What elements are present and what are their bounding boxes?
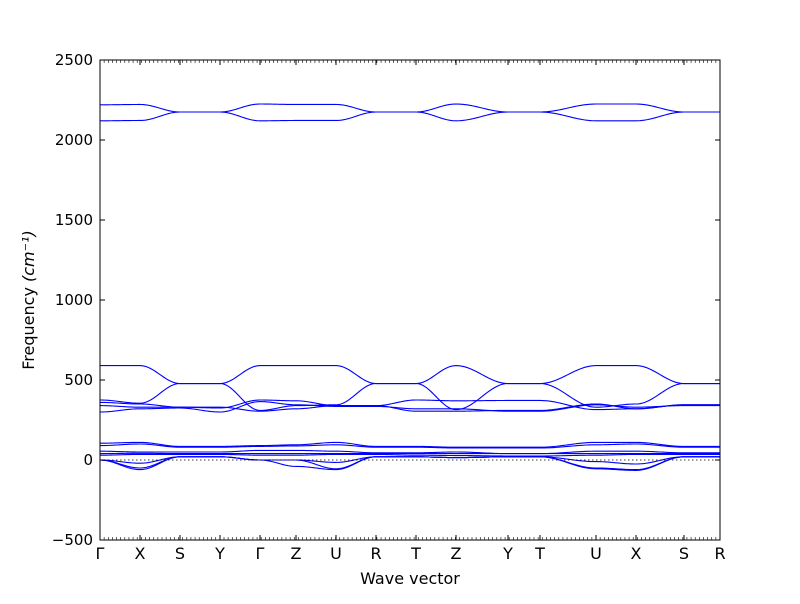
x-tick-label: U [590, 544, 602, 563]
x-tick-label: Γ [256, 544, 265, 563]
x-tick-label: S [679, 544, 689, 563]
band-line-12 [100, 454, 720, 456]
y-axis: −500 0 500 1000 1500 2000 2500 [52, 51, 720, 549]
x-tick-label: T [410, 544, 421, 563]
band-line-1 [100, 104, 720, 112]
x-tick-label: R [370, 544, 381, 563]
x-tick-label: X [135, 544, 146, 563]
band-line-2 [100, 112, 720, 121]
x-tick-label: Z [451, 544, 462, 563]
band-lines [100, 104, 720, 470]
y-tick-label: 1000 [55, 291, 93, 309]
y-tick-label: 500 [64, 371, 93, 389]
x-tick-label: X [631, 544, 642, 563]
y-axis-unit: (cm⁻¹) [19, 230, 38, 282]
y-tick-label: 0 [83, 451, 93, 469]
y-tick-label: 2500 [55, 51, 93, 69]
x-tick-label: Y [502, 544, 513, 563]
x-tick-label: Γ [96, 544, 105, 563]
x-tick-label: T [534, 544, 545, 563]
x-tick-label: Z [291, 544, 302, 563]
y-axis-label-text: Frequency [19, 287, 38, 370]
y-tick-label: 1500 [55, 211, 93, 229]
y-tick-label: −500 [52, 531, 93, 549]
band-line-8 [100, 442, 720, 447]
x-tick-label: U [330, 544, 342, 563]
x-tick-label: R [714, 544, 725, 563]
y-axis-label: Frequency (cm⁻¹) [19, 230, 38, 369]
plot-frame [100, 60, 720, 540]
band-line-3 [100, 366, 720, 384]
y-tick-label: 2000 [55, 131, 93, 149]
band-line-6 [100, 404, 720, 411]
x-axis-label: Wave vector [360, 569, 460, 588]
x-tick-label: S [175, 544, 185, 563]
minor-ticks [100, 60, 720, 540]
x-tick-label: Y [214, 544, 225, 563]
